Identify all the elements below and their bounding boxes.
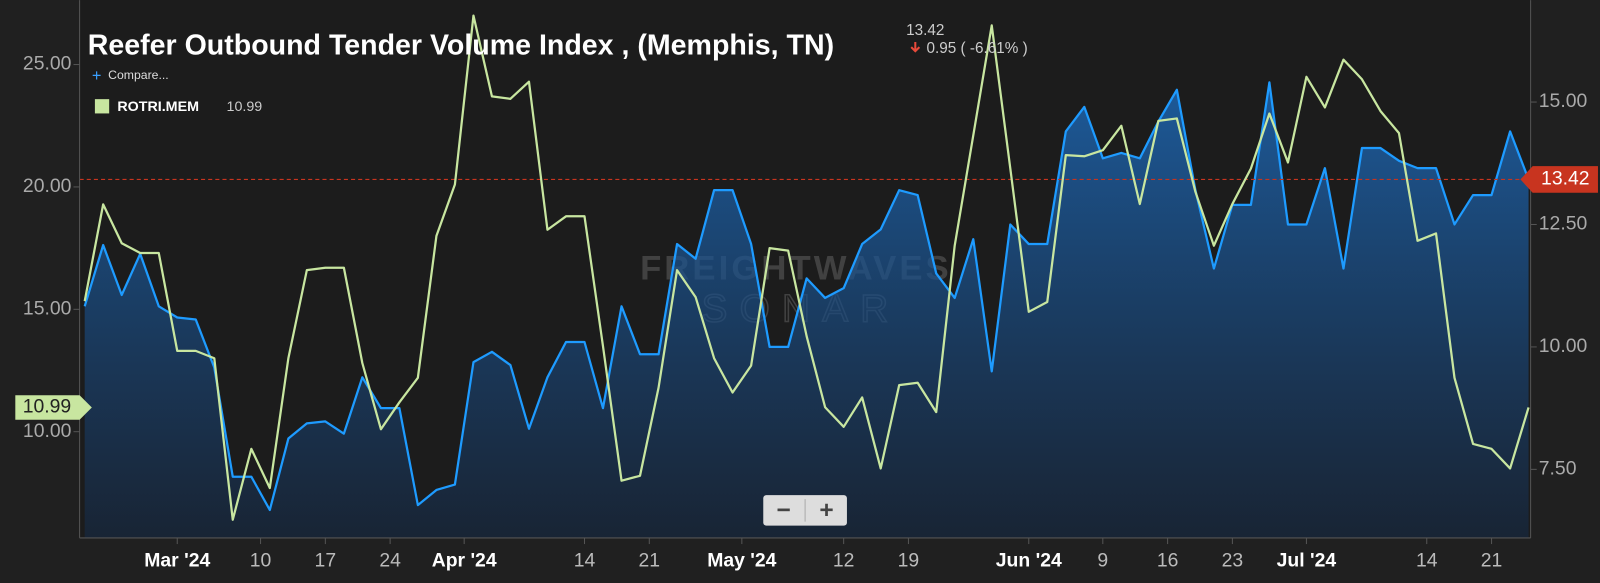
legend-value: 10.99 [227,99,263,115]
y-tick-label: 25.00 [23,53,72,75]
x-tick-label: 16 [1157,550,1179,572]
x-tick-label: May '24 [707,550,776,572]
x-tick-label: 24 [379,550,401,572]
chart-title: Reefer Outbound Tender Volume Index , (M… [88,30,834,62]
line [83,81,1530,512]
x-tick-label: 14 [1416,550,1438,572]
y-tick-label: 10.00 [23,420,72,442]
y2-tick-label: 12.50 [1539,213,1588,235]
y2-tick-label: 7.50 [1539,457,1577,479]
x-tick-label: 19 [898,550,920,572]
x-tick-label: Apr '24 [432,550,497,572]
area [84,82,1529,538]
y2-tick-label: 15.00 [1539,90,1588,112]
last-value-label: 13.42 [1541,168,1590,190]
zoom-out[interactable]: − [777,497,791,524]
x-tick-label: 12 [833,550,855,572]
y-tick-label: 20.00 [23,175,72,197]
line [83,14,1530,521]
compare-link[interactable]: Compare... [108,68,169,82]
x-tick-label: 21 [1481,550,1503,572]
header-change: 0.95 ( -6.61% ) [927,40,1028,57]
y2-tick-label: 10.00 [1539,335,1588,357]
marks [79,14,1531,538]
x-tick-label: Jun '24 [996,550,1062,572]
last-value-tag [1520,166,1598,193]
x-tick-label: 21 [639,550,661,572]
x-tick-label: 9 [1097,550,1108,572]
header-value: 13.42 [906,22,944,39]
y-tick-label: 15.00 [23,297,72,319]
compare-icon[interactable]: + [92,67,102,85]
x-tick-label: 10 [250,550,272,572]
x-tick-label: Mar '24 [144,550,210,572]
x-tick-label: 23 [1222,550,1244,572]
zoom-in[interactable]: + [819,497,833,524]
last-value-label: 10.99 [23,396,72,418]
legend-swatch [94,99,110,114]
x-tick-label: 17 [315,550,337,572]
down-arrow [910,42,921,53]
x-tick-label: Jul '24 [1277,550,1337,572]
last-value-tag [15,395,92,420]
legend-label: ROTRI.MEM [117,99,199,115]
x-tick-label: 14 [574,550,596,572]
